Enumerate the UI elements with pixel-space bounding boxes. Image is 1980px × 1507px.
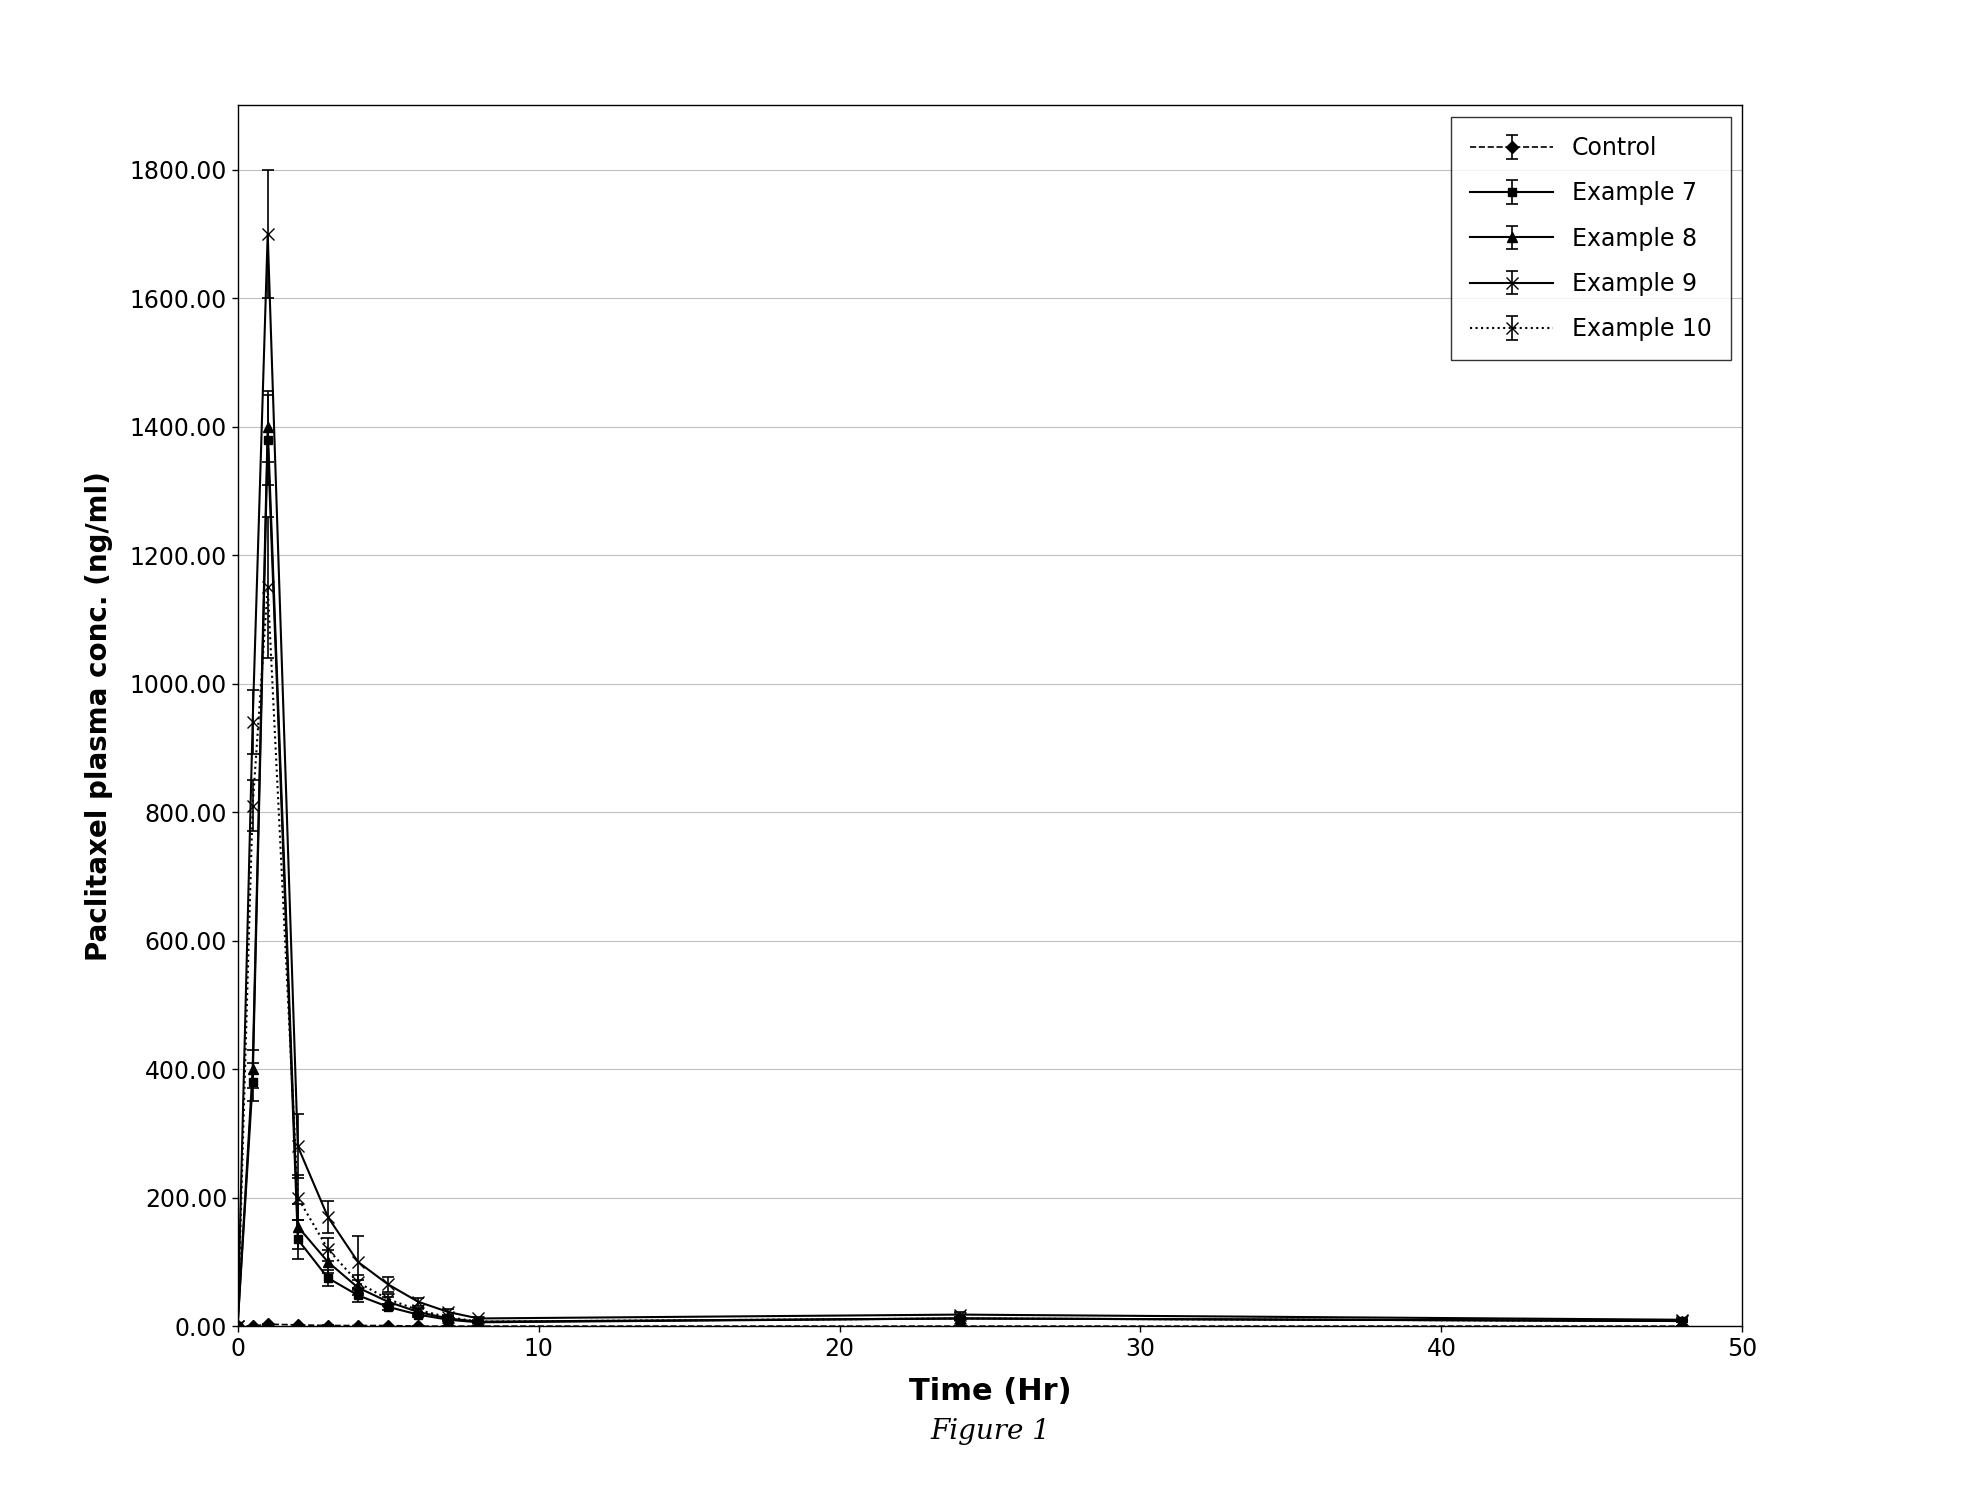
Text: Figure 1: Figure 1 xyxy=(931,1418,1049,1445)
X-axis label: Time (Hr): Time (Hr) xyxy=(909,1377,1071,1406)
Y-axis label: Paclitaxel plasma conc. (ng/ml): Paclitaxel plasma conc. (ng/ml) xyxy=(85,470,113,961)
Legend: Control, Example 7, Example 8, Example 9, Example 10: Control, Example 7, Example 8, Example 9… xyxy=(1451,118,1731,360)
